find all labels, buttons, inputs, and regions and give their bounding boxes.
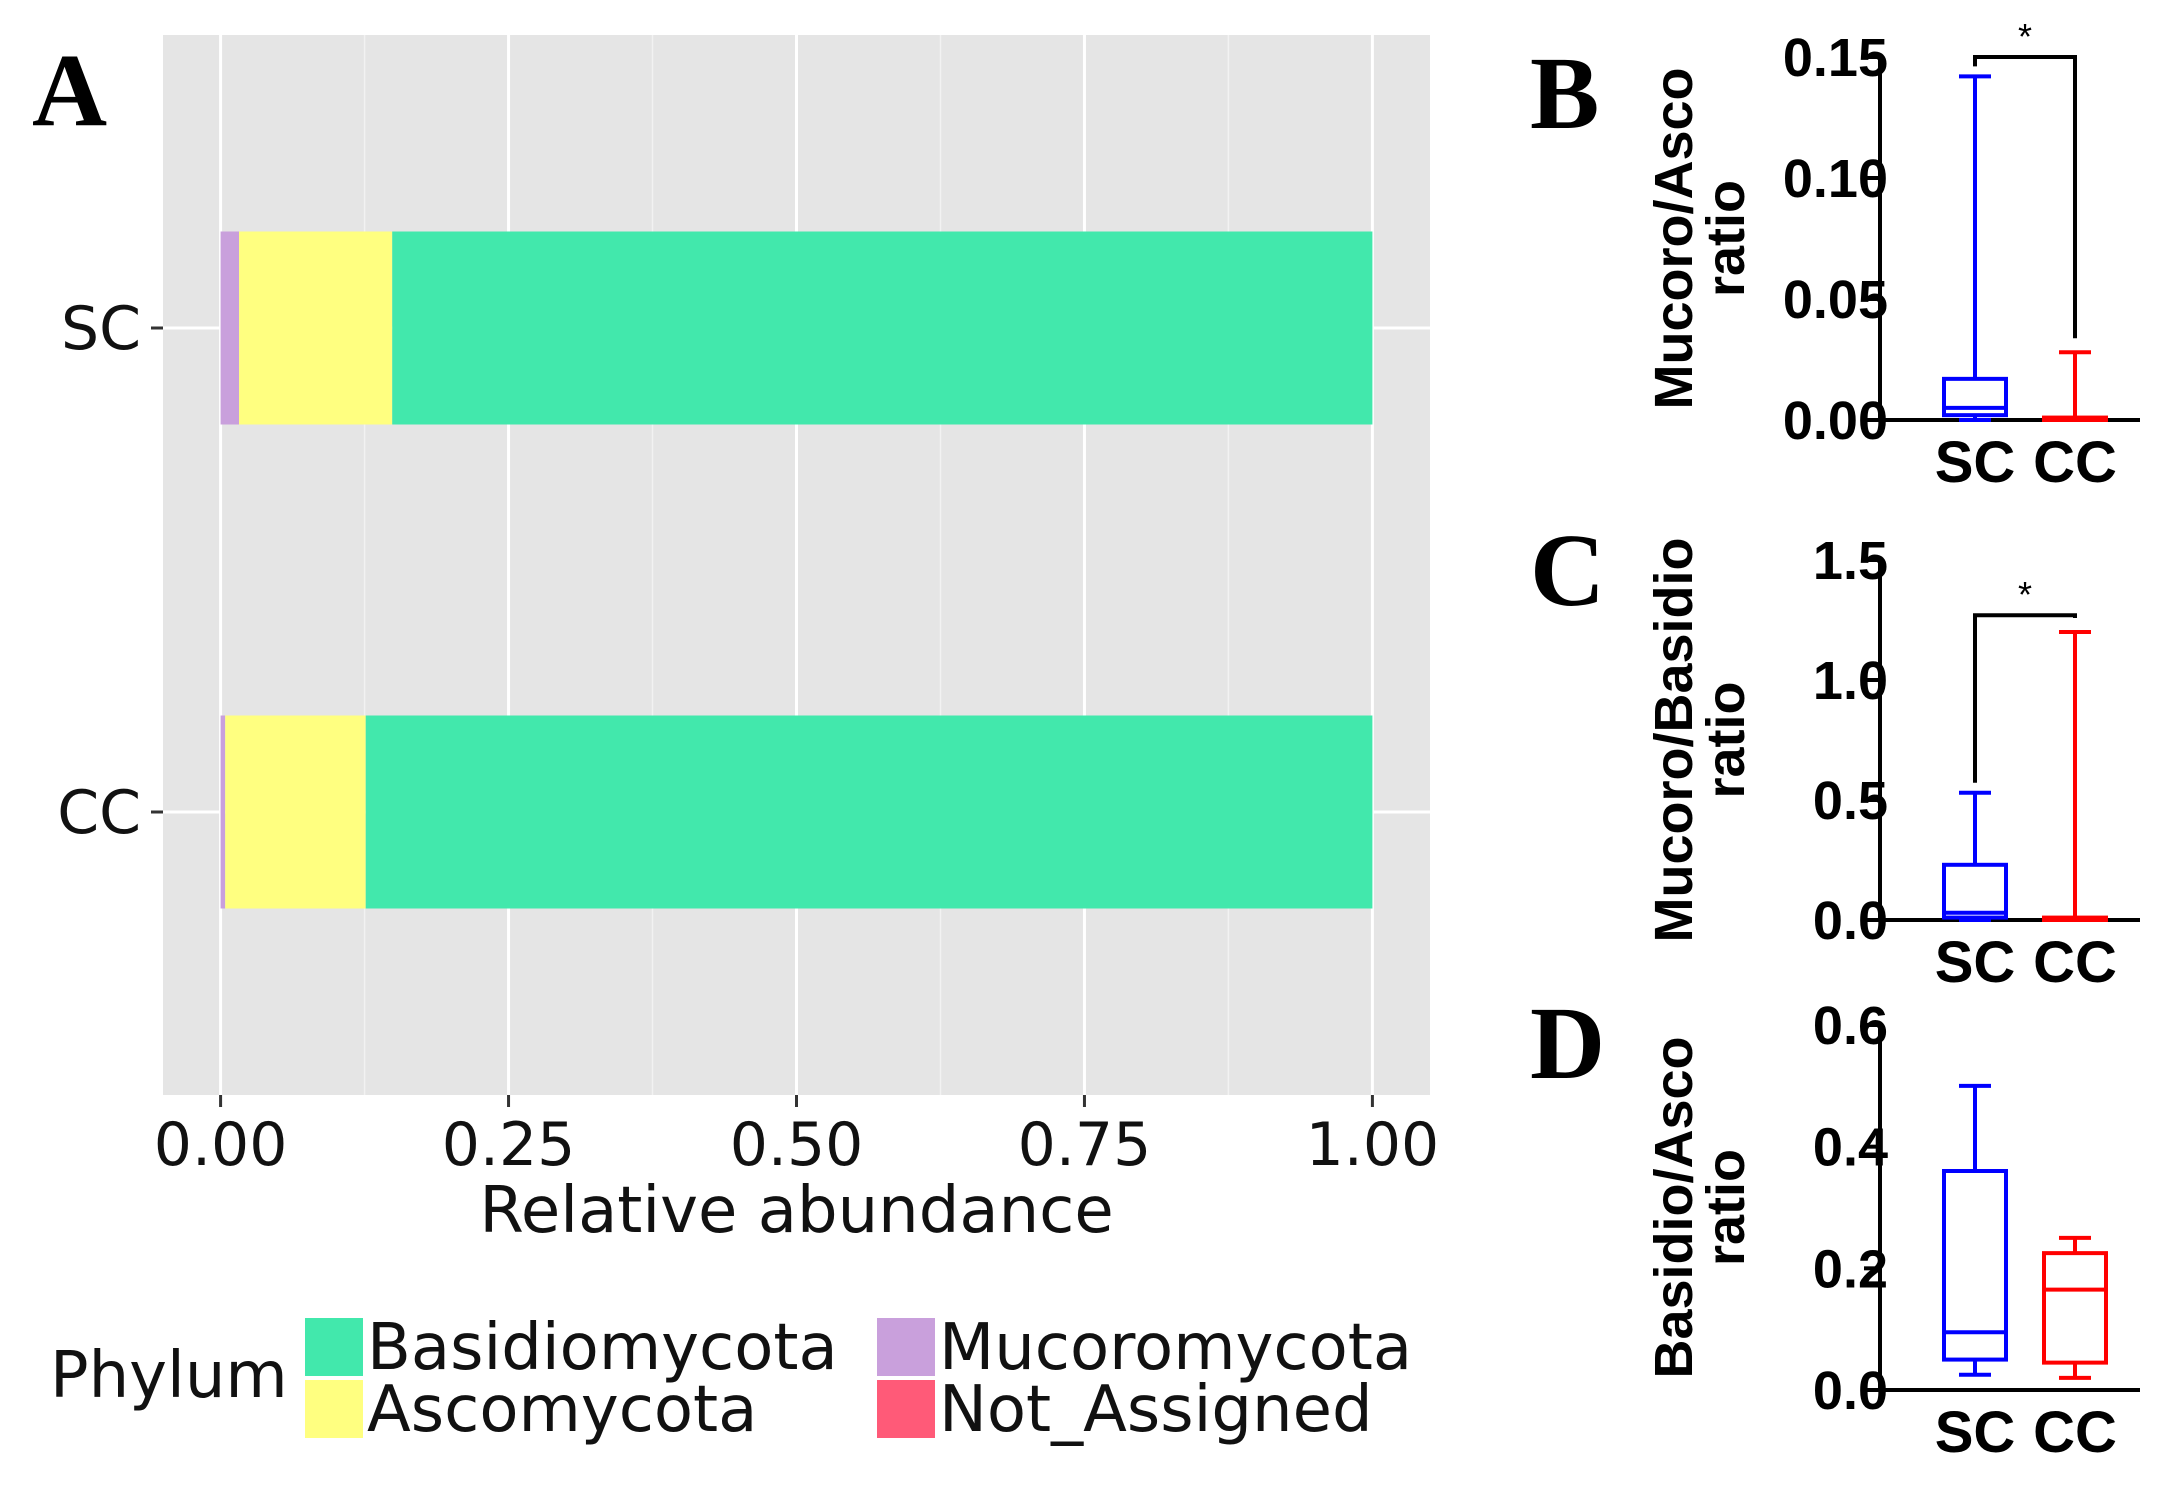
legend-label: Ascomycota [367,1373,757,1447]
x-category-label: SC [1935,1400,2016,1465]
x-category-label: CC [2033,930,2117,995]
bar-segment-cc-basidiomycota [365,715,1373,909]
box-sc [1942,1169,2008,1362]
y-tick-label: 1.5 [1813,531,1888,591]
legend-swatch-ascomycota [305,1380,363,1438]
significance-label: * [2018,574,2032,615]
legend-label: Mucoromycota [939,1311,1412,1385]
y-tick-label: CC [57,778,141,848]
y-axis-title: Mucoro/Ascoratio [1644,67,1756,409]
x-category-label: CC [2033,1400,2117,1465]
x-category-label: SC [1935,430,2016,495]
y-tick-label: SC [61,294,141,364]
panel-d-box-plot: 0.0 0.2 0.4 0.6 SC CC Basidio/Ascoratio [1644,996,2140,1465]
panel-a-stacked-bar-chart: SC CC 0.00 0.25 0.50 0.75 1.00 Relative abundan… [50,35,1439,1447]
y-tick-label: 0.10 [1783,149,1888,209]
y-tick-label: 0.15 [1783,28,1888,88]
legend-label: Basidiomycota [367,1311,838,1385]
significance-label: * [2018,16,2032,57]
x-axis-title: Relative abundance [479,1174,1113,1248]
panel-label-a: A [32,33,107,148]
box-cc [2042,1251,2108,1365]
panel-label-c: C [1530,513,1605,628]
significance-bracket [1973,613,2077,783]
x-tick-label: 0.00 [154,1110,288,1180]
y-axis-title-line2: ratio [1696,180,1756,297]
bar-segment-sc-mucoromycota [220,231,240,425]
x-tick-label: 0.50 [730,1110,864,1180]
x-tick-label: 1.00 [1306,1110,1440,1180]
box-sc [1942,862,2008,920]
y-axis-title-line1: Mucoro/Basidio [1644,537,1704,942]
y-axis-title-line2: ratio [1696,681,1756,798]
legend-swatch-basidiomycota [305,1318,363,1376]
legend-label: Not_Assigned [939,1373,1373,1447]
panel-b-box-plot: 0.00 0.05 0.10 0.15 SC CC * Mucoro/Ascoratio [1644,16,2140,495]
y-tick-label: 0.4 [1813,1118,1888,1178]
significance-bracket [1973,55,2077,339]
y-tick-label: 0.6 [1813,996,1888,1056]
legend-title: Phylum [50,1339,288,1413]
panel-label-d: D [1530,986,1605,1101]
x-tick-label: 0.25 [442,1110,576,1180]
bar-segment-sc-ascomycota [239,231,393,425]
panel-label-b: B [1530,36,1599,151]
box-sc [1942,376,2008,418]
y-axis-title: Basidio/Ascoratio [1644,1036,1756,1378]
y-tick-label: 0.0 [1813,891,1888,951]
legend-swatch-mucoromycota [877,1318,935,1376]
panel-c-box-plot: 0.0 0.5 1.0 1.5 SC CC * Mucoro/Basidioratio [1644,531,2140,995]
bar-segment-sc-basidiomycota [392,231,1373,425]
y-tick-label: 0.00 [1783,391,1888,451]
bar-segment-cc-mucoromycota [220,715,226,909]
x-category-label: SC [1935,930,2016,995]
y-tick-label: 0.05 [1783,270,1888,330]
legend-swatch-not-assigned [877,1380,935,1438]
y-tick-label: 0.5 [1813,771,1888,831]
y-axis-title-line1: Basidio/Asco [1644,1036,1704,1378]
x-tick-label: 0.75 [1018,1110,1152,1180]
y-tick-label: 0.0 [1813,1361,1888,1421]
y-tick-label: 1.0 [1813,651,1888,711]
y-axis-title-line2: ratio [1696,1149,1756,1266]
y-axis-title-line1: Mucoro/Asco [1644,67,1704,409]
x-category-label: CC [2033,430,2117,495]
bar-segment-cc-ascomycota [225,715,366,909]
y-tick-label: 0.2 [1813,1239,1888,1299]
y-axis-title: Mucoro/Basidioratio [1644,537,1756,942]
